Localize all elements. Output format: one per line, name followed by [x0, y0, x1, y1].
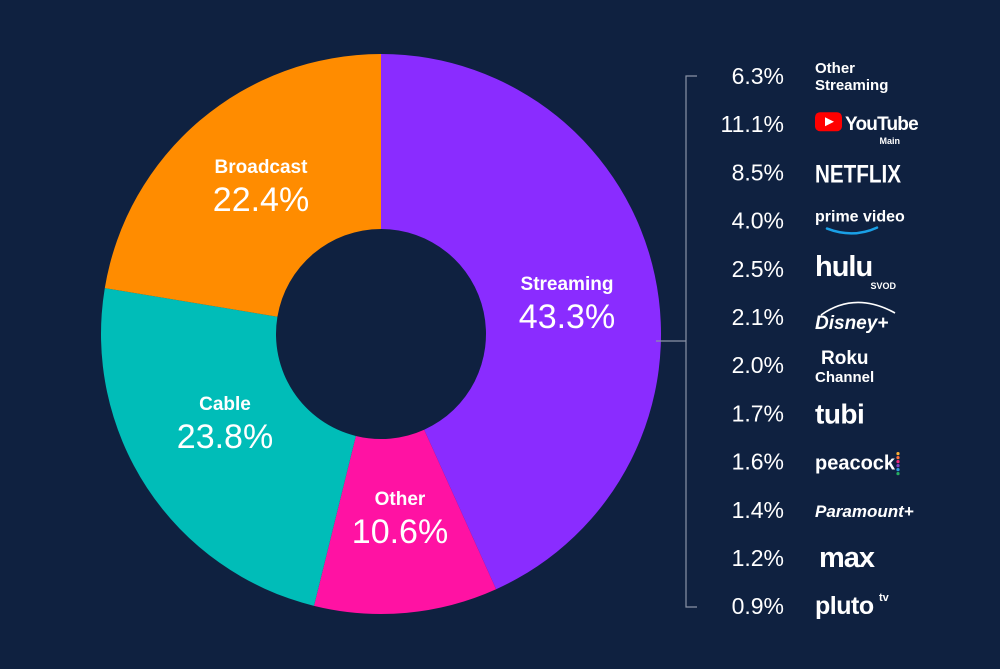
breakdown-row-peacock: 1.6% peacock: [732, 449, 900, 476]
row-percent: 1.6%: [732, 449, 784, 475]
logo-text: Roku: [821, 348, 869, 369]
logo-text: hulu: [815, 251, 872, 283]
breakdown-bracket: [656, 75, 697, 608]
paramount-logo: Paramount+: [815, 502, 914, 521]
peacock-dots-icon: [896, 452, 900, 476]
slice-name: Cable: [199, 394, 251, 415]
logo-subtext: Main: [879, 136, 900, 146]
slice-value: 10.6%: [352, 513, 448, 551]
slice-cable: [100, 288, 356, 606]
row-percent: 0.9%: [732, 593, 784, 619]
logo-text: YouTube: [845, 114, 918, 135]
logo-text: NETFLIX: [815, 160, 901, 188]
row-percent: 11.1%: [720, 111, 784, 137]
breakdown-row-disney: 2.1% Disney+: [732, 301, 896, 334]
row-percent: 2.1%: [732, 304, 784, 330]
tubi-logo: tubi: [815, 398, 865, 429]
breakdown-row-prime-video: 4.0% prime video: [732, 208, 905, 235]
logo-text: peacock: [815, 453, 896, 475]
slice-value: 22.4%: [213, 181, 309, 219]
slice-name: Streaming: [521, 274, 614, 295]
slice-value: 43.3%: [519, 298, 615, 336]
row-percent: 2.0%: [732, 352, 784, 378]
disney-logo: Disney+: [815, 301, 896, 334]
logo-text: Channel: [815, 369, 874, 386]
donut-labels: Streaming 43.3% Other 10.6% Cable 23.8% Broadc…: [177, 157, 615, 551]
netflix-logo: NETFLIX: [815, 160, 901, 188]
max-logo: max: [819, 542, 876, 574]
row-percent: 4.0%: [732, 208, 784, 234]
slice-streaming: [381, 54, 661, 590]
logo-text: tv: [879, 592, 890, 604]
slice-label-other: Other 10.6%: [352, 489, 448, 551]
logo-subtext: SVOD: [870, 281, 896, 291]
breakdown-row-paramount: 1.4% Paramount+: [732, 497, 914, 523]
slice-value: 23.8%: [177, 418, 273, 456]
breakdown-row-tubi: 1.7% tubi: [732, 398, 865, 429]
pluto-tv-logo: pluto tv: [815, 592, 890, 620]
row-percent: 2.5%: [732, 256, 784, 282]
row-percent: 1.7%: [732, 400, 784, 426]
row-percent: 1.4%: [732, 497, 784, 523]
prime-smile-icon: [825, 226, 879, 235]
logo-text: prime video: [815, 209, 905, 226]
slice-other: [313, 429, 497, 615]
logo-text: max: [819, 542, 875, 574]
breakdown-row-pluto-tv: 0.9% pluto tv: [732, 592, 890, 620]
logo-text: Other: [815, 60, 855, 77]
slice-name: Broadcast: [215, 157, 309, 178]
slice-name: Other: [375, 489, 426, 510]
logo-text: tubi: [815, 398, 864, 429]
bracket-line: [656, 75, 697, 608]
logo-text: Disney+: [815, 313, 888, 334]
prime-video-logo: prime video: [815, 209, 905, 235]
slice-label-broadcast: Broadcast 22.4%: [213, 157, 309, 219]
row-percent: 1.2%: [732, 545, 784, 571]
slice-label-streaming: Streaming 43.3%: [519, 274, 615, 336]
row-percent: 8.5%: [732, 159, 784, 185]
donut-chart: [100, 54, 661, 615]
slice-broadcast: [104, 54, 381, 317]
youtube-play-icon: [815, 112, 842, 132]
peacock-logo: peacock: [815, 452, 900, 476]
slice-label-cable: Cable 23.8%: [177, 394, 273, 456]
logo-text: Streaming: [815, 77, 888, 94]
disney-arc-icon: [820, 301, 896, 316]
breakdown-row-max: 1.2% max: [732, 542, 876, 574]
logo-text: Paramount+: [815, 502, 914, 521]
logo-text: pluto: [815, 592, 874, 620]
breakdown-row-netflix: 8.5% NETFLIX: [732, 159, 902, 188]
row-percent: 6.3%: [732, 63, 784, 89]
